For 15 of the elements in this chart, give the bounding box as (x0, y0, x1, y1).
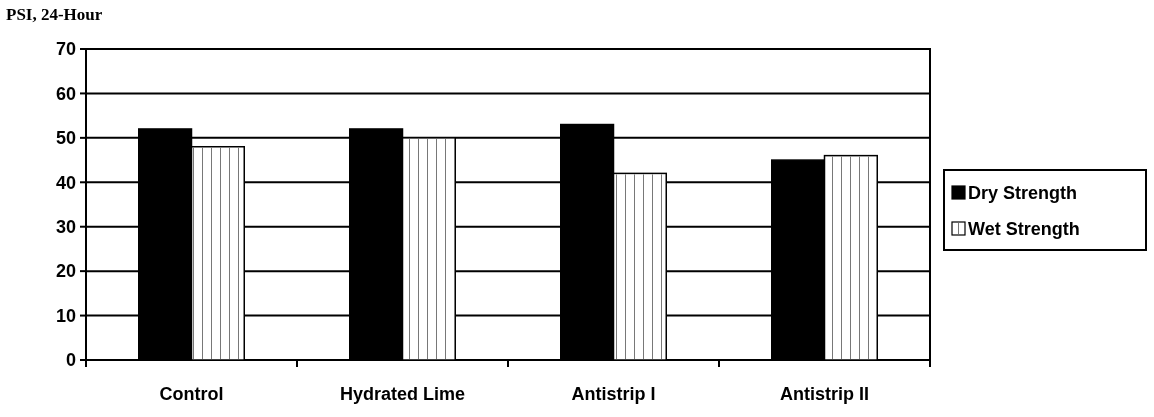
chart-title: PSI, 24-Hour (6, 5, 103, 24)
y-tick-label: 50 (55, 128, 76, 149)
x-tick-label: Antistrip I (571, 384, 656, 404)
y-tick-label: 40 (55, 172, 76, 193)
y-tick-label: 60 (55, 83, 76, 104)
x-tick-label: Hydrated Lime (339, 384, 466, 404)
y-tick-label: 20 (55, 261, 76, 282)
y-tick-label: 70 (55, 39, 76, 60)
y-tick-label: 10 (55, 305, 76, 326)
x-tick-label: Antistrip II (780, 384, 869, 404)
y-tick-label: 30 (55, 217, 76, 238)
legend-label: Wet Strength (968, 219, 1080, 239)
x-tick-label: Control (159, 384, 224, 404)
y-tick-label: 0 (65, 350, 76, 371)
legend-label: Dry Strength (968, 183, 1078, 203)
